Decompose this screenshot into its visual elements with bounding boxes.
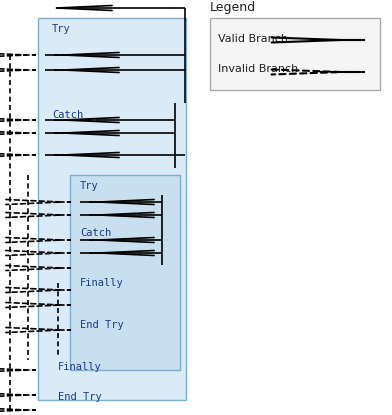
Bar (210, 18, 380, 90)
Bar (38, 18, 186, 400)
Bar (70, 175, 180, 370)
Text: Try: Try (80, 181, 99, 191)
Text: Valid Branch: Valid Branch (218, 34, 288, 44)
Text: Finally: Finally (80, 278, 124, 288)
Text: Catch: Catch (80, 228, 111, 238)
Text: Try: Try (52, 24, 71, 34)
Text: End Try: End Try (58, 392, 102, 402)
Text: Legend: Legend (210, 1, 256, 14)
Text: Invalid Branch: Invalid Branch (218, 64, 298, 74)
Text: Finally: Finally (58, 362, 102, 372)
Text: End Try: End Try (80, 320, 124, 330)
Text: Catch: Catch (52, 110, 83, 120)
